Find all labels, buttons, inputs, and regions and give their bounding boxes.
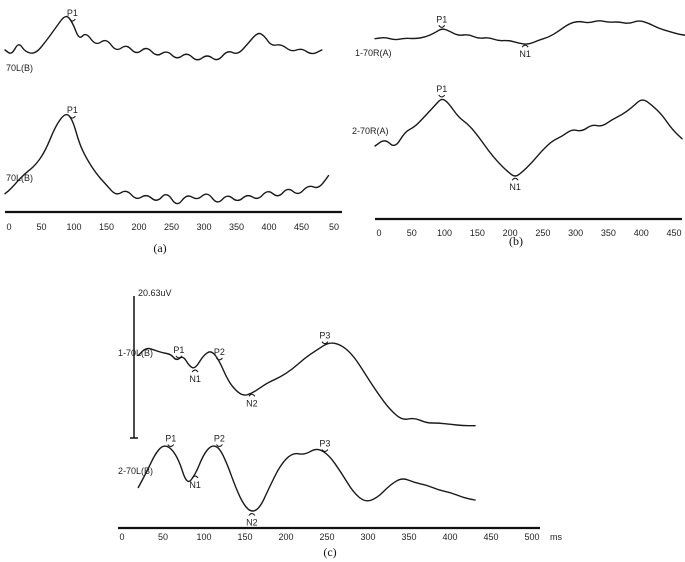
x-tick-label: 350: [229, 222, 244, 232]
x-tick-label: 400: [261, 222, 276, 232]
peak-marker: [191, 475, 199, 479]
peak-label: P3: [319, 331, 330, 341]
panel-label: (c): [323, 545, 336, 559]
peak-marker: [216, 357, 223, 361]
peak-label: N1: [509, 182, 521, 192]
peak-label: P1: [436, 84, 447, 94]
series-name-label: 2-70R(A): [352, 126, 389, 136]
x-tick-label: 450: [294, 222, 309, 232]
series-line: [4, 113, 330, 205]
peak-marker: [511, 177, 519, 181]
peak-label: P1: [165, 434, 176, 444]
peak-label: P3: [319, 439, 330, 449]
x-tick-label: 500: [524, 532, 539, 542]
x-tick-label: 250: [535, 228, 550, 238]
x-tick-label: 400: [442, 532, 457, 542]
peak-marker: [69, 115, 76, 119]
series-name-label: 1-70L(B): [118, 348, 153, 358]
peak-marker: [216, 444, 223, 447]
peak-marker: [167, 444, 175, 447]
peak-marker: [248, 393, 256, 397]
x-tick-label: 300: [360, 532, 375, 542]
peak-label: P1: [436, 14, 447, 24]
series-line: [4, 15, 323, 61]
x-tick-label: 0: [119, 532, 124, 542]
peak-marker: [438, 94, 446, 98]
peak-marker: [191, 369, 199, 373]
series-name-label: 70L(B): [6, 173, 33, 183]
panel-label: (a): [153, 241, 166, 255]
panel-label: (b): [509, 234, 523, 248]
peak-marker: [321, 449, 329, 452]
x-tick-label: 150: [470, 228, 485, 238]
x-tick-label: 50: [407, 228, 417, 238]
chart-panel-1: 0 50 100 150 200 250 300 350 400 450 (b) 1-70R(A) P1…: [352, 14, 685, 248]
x-tick-label: 100: [66, 222, 81, 232]
peak-label: P1: [67, 8, 78, 18]
series-line: [374, 98, 683, 177]
peak-label: N1: [519, 49, 531, 59]
series-line: [137, 342, 476, 427]
chart-panel-2: 0 50 100 150 200 250 300 350 400 450 500 ms (c) 20.63…: [118, 288, 562, 559]
x-tick-label: 200: [278, 532, 293, 542]
x-tick-label: 50: [158, 532, 168, 542]
peak-marker: [248, 513, 256, 516]
x-tick-label: 150: [237, 532, 252, 542]
series-line: [137, 445, 476, 512]
peak-marker: [69, 18, 76, 22]
x-tick-label: 350: [601, 228, 616, 238]
x-tick-label: 50: [329, 222, 339, 232]
x-tick-label: 250: [164, 222, 179, 232]
x-tick-label: 200: [503, 228, 518, 238]
chart-panel-0: 0 50 100 150 200 250 300 350 400 450 50 (a) 70L(B) P1…: [4, 8, 342, 255]
peak-marker: [321, 341, 329, 345]
peak-label: P1: [173, 345, 184, 355]
series-name-label: 1-70R(A): [355, 48, 392, 58]
x-tick-label: 350: [401, 532, 416, 542]
x-tick-label: 450: [483, 532, 498, 542]
x-tick-label: 300: [568, 228, 583, 238]
x-tick-label: 250: [319, 532, 334, 542]
series-line: [374, 20, 685, 45]
x-tick-label: 50: [36, 222, 46, 232]
peak-marker: [438, 25, 446, 28]
amplitude-scale-label: 20.63uV: [138, 288, 172, 298]
peak-label: N1: [189, 480, 201, 490]
x-tick-label: 200: [131, 222, 146, 232]
x-tick-label: 400: [634, 228, 649, 238]
x-tick-label: 150: [99, 222, 114, 232]
peak-label: P1: [67, 105, 78, 115]
peak-marker: [175, 355, 183, 359]
x-tick-label: 450: [666, 228, 681, 238]
x-tick-label: 100: [437, 228, 452, 238]
series-name-label: 2-70L(B): [118, 466, 153, 476]
x-tick-label: 300: [196, 222, 211, 232]
peak-label: N1: [189, 374, 201, 384]
peak-label: P2: [214, 434, 225, 444]
x-tick-label: 0: [6, 222, 11, 232]
peak-label: P2: [214, 347, 225, 357]
x-tick-label: 100: [196, 532, 211, 542]
series-name-label: 70L(B): [6, 63, 33, 73]
peak-marker: [521, 44, 529, 48]
x-unit-label: ms: [550, 532, 562, 542]
x-tick-label: 0: [376, 228, 381, 238]
peak-label: N2: [246, 518, 258, 528]
peak-label: N2: [246, 398, 258, 408]
